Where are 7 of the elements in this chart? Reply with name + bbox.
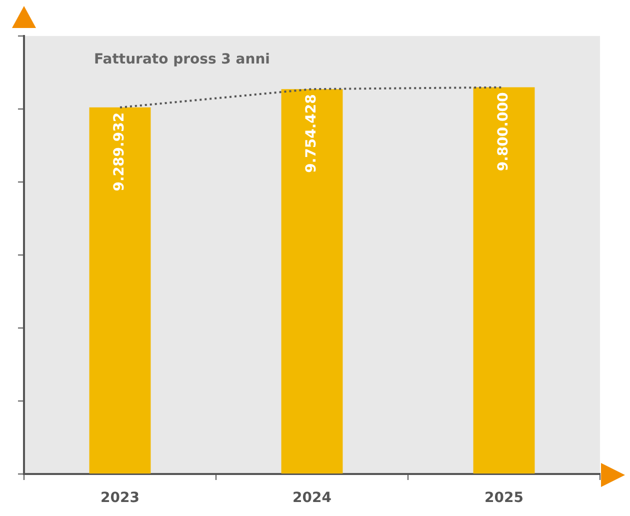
- x-tick-label: 2024: [292, 490, 332, 506]
- data-label: 9.754.428: [304, 94, 320, 173]
- x-tick-label: 2025: [484, 490, 524, 506]
- x-tick-label: 2023: [100, 490, 140, 506]
- data-label: 9.289.932: [112, 112, 128, 192]
- text: Fatturato pross 3 anni: [94, 52, 270, 68]
- data-label: 9.800.000: [496, 92, 512, 172]
